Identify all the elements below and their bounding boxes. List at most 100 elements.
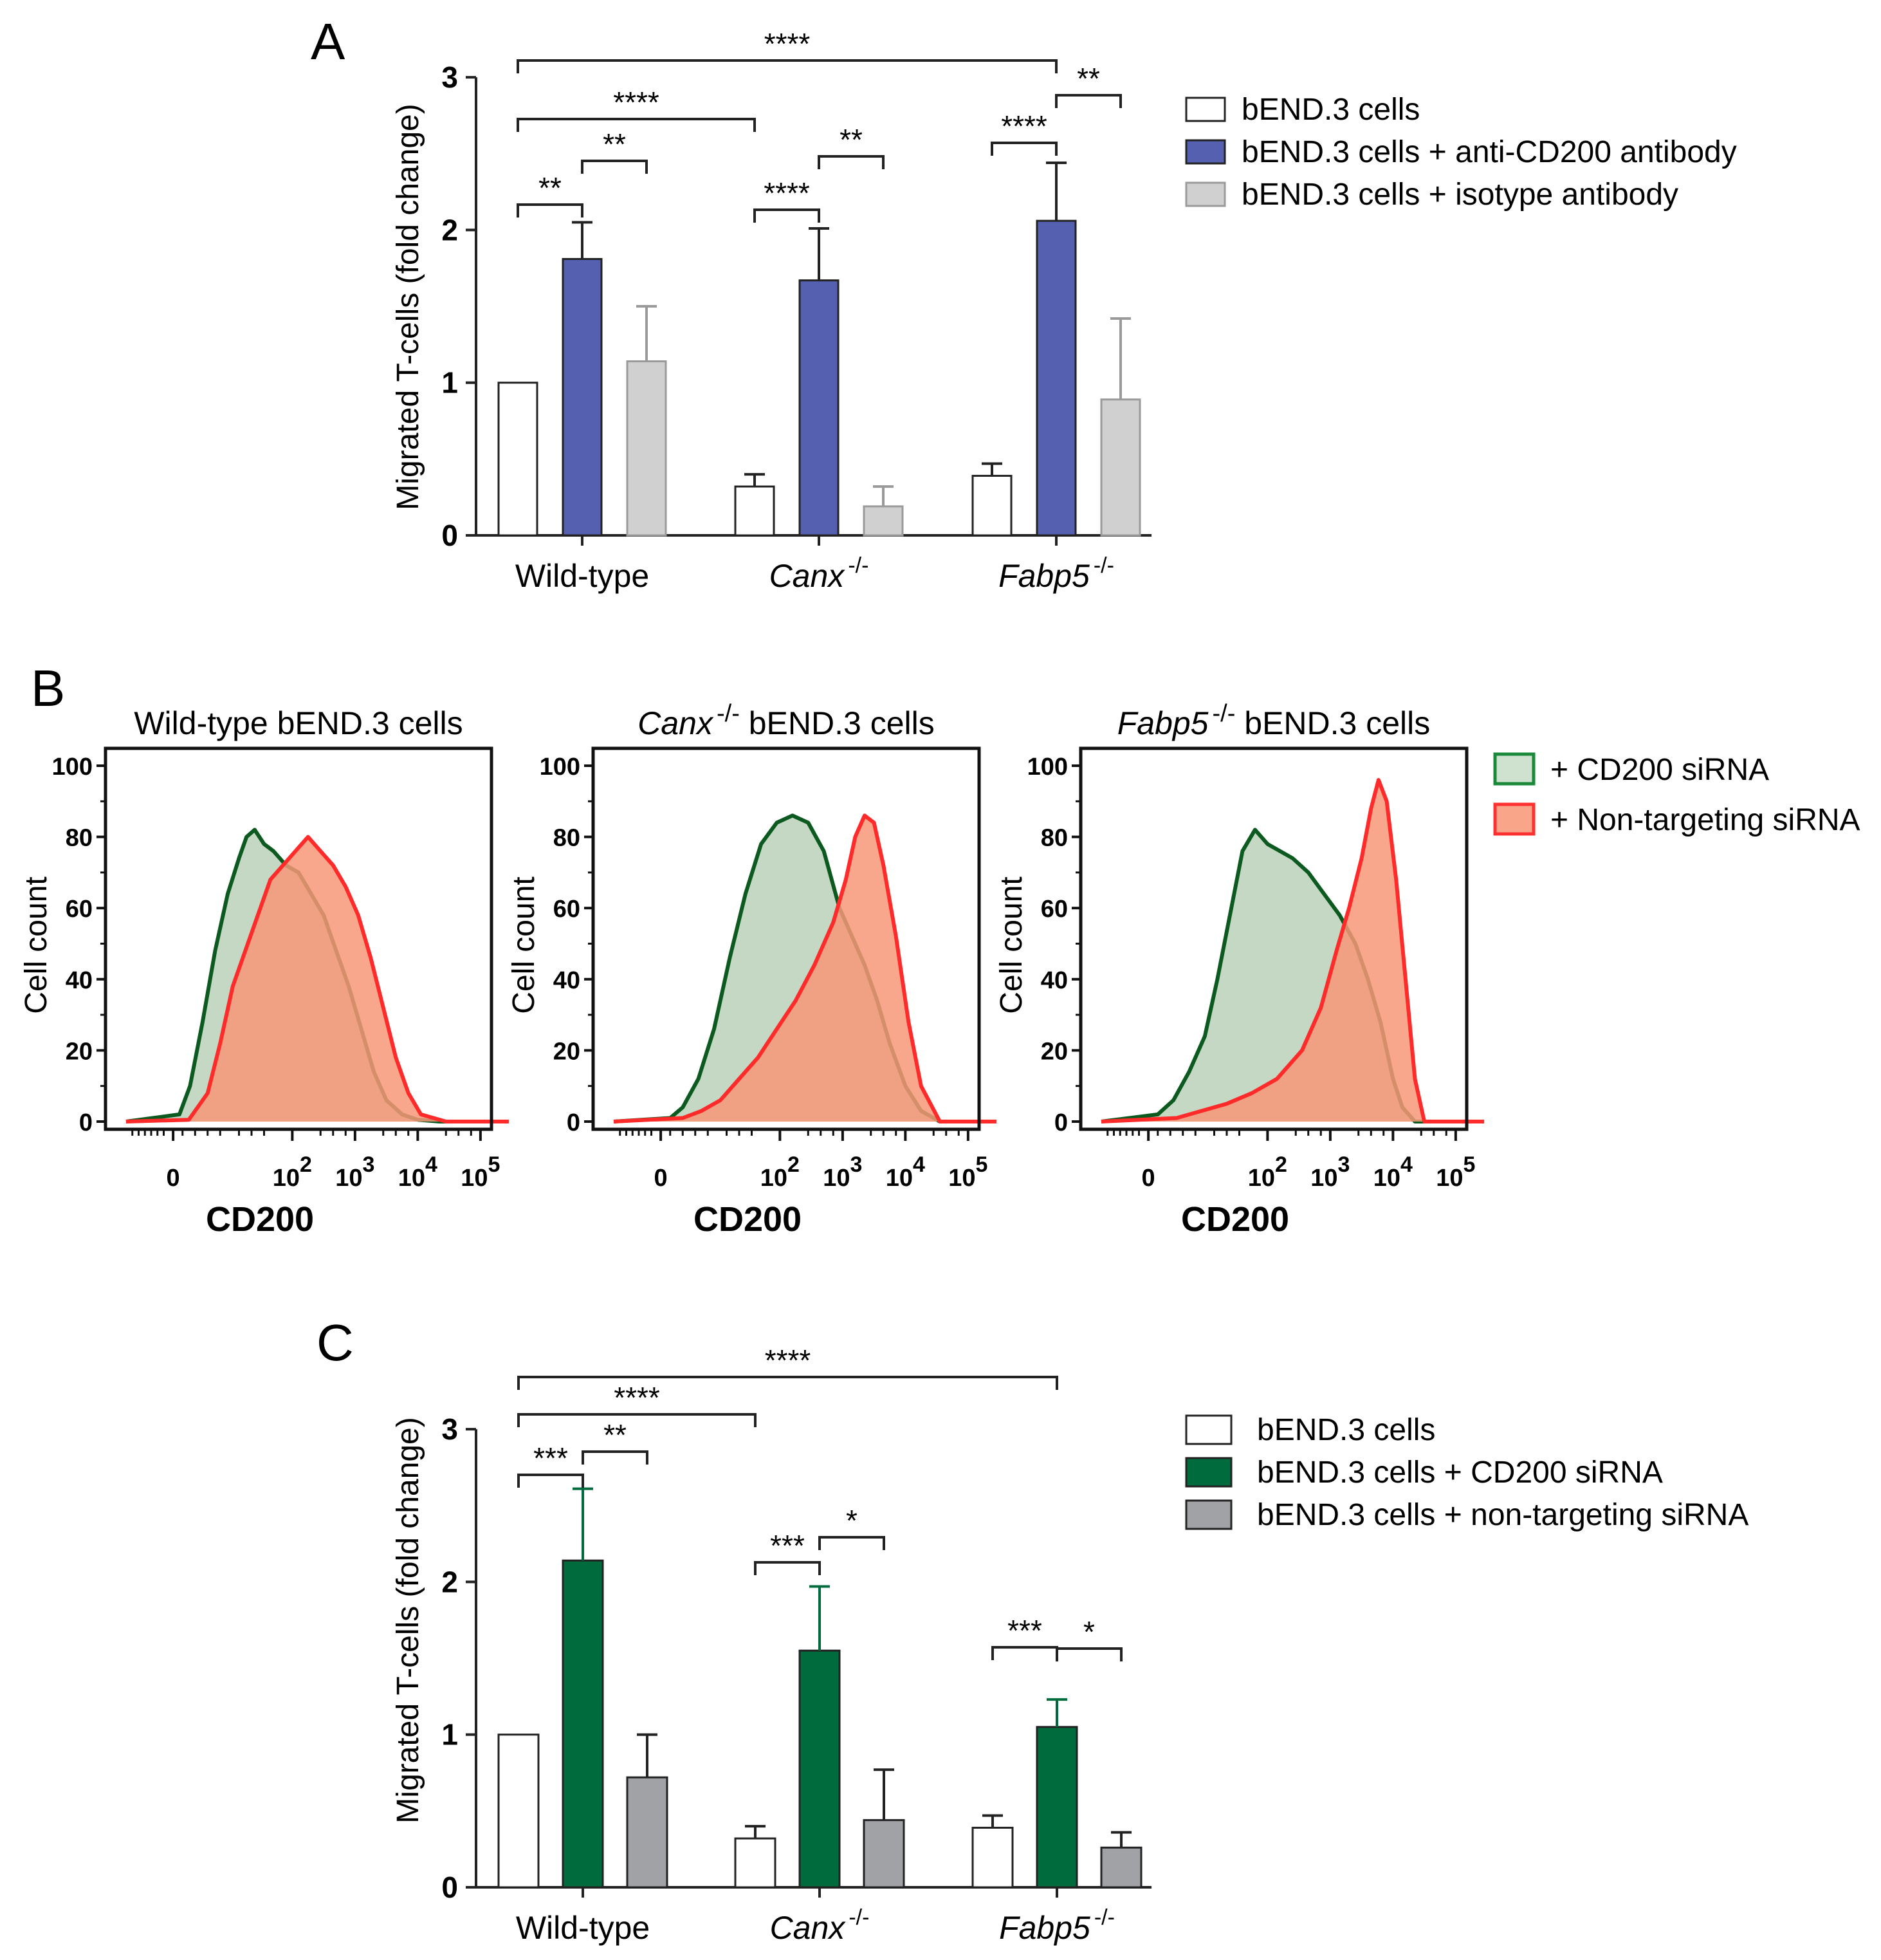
panel-a-bar — [562, 257, 603, 537]
panel-c-significance-label: **** — [614, 1381, 660, 1414]
histogram-3-y-tick-label: 40 — [1041, 967, 1068, 994]
panel-c-significance-label: *** — [770, 1529, 805, 1562]
panel-c-x-tick-label: Fabp5 -/- — [999, 1905, 1115, 1946]
panel-c-significance-bracket — [517, 1474, 584, 1488]
histogram-2-y-tick-label: 20 — [553, 1038, 580, 1065]
histogram-2-y-tick-label: 80 — [553, 825, 580, 852]
panel-a-significance-bracket — [753, 208, 820, 223]
legend-c-swatch-gray — [1185, 1499, 1233, 1530]
panel-a-significance-bracket — [818, 155, 885, 169]
histogram-3-x-tick-label: 103 — [1310, 1152, 1350, 1192]
panel-c-x-tick-label: Canx -/- — [770, 1905, 870, 1946]
histogram-3-x-tick-label: 105 — [1436, 1152, 1475, 1192]
panel-a-y-tick-label: 2 — [441, 213, 458, 246]
histogram-3-x-tick-label: 0 — [1142, 1165, 1155, 1192]
histogram-3-y-tick-label: 60 — [1041, 896, 1068, 923]
legend-a-label-gray: bEND.3 cells + isotype antibody — [1242, 178, 1678, 212]
panel-c-significance-label: * — [846, 1504, 858, 1537]
panel-a-significance-bracket — [517, 118, 756, 132]
legend-b-swatch-red — [1493, 802, 1536, 836]
panel-a-bar — [497, 382, 538, 537]
histogram-1-non-targeting-curve-fill — [126, 837, 509, 1122]
panel-c-y-tick-label: 3 — [441, 1412, 458, 1446]
histogram-2-y-tick-label: 0 — [567, 1109, 580, 1136]
histogram-1-frame — [104, 746, 493, 1131]
histogram-1-x-tick-label: 104 — [398, 1152, 437, 1192]
panel-a-significance-label: ** — [603, 127, 626, 161]
panel-c-bar — [1036, 1726, 1078, 1889]
panel-c-significance-bracket — [1056, 1647, 1123, 1661]
histogram-3-y-tick-label: 80 — [1041, 825, 1068, 852]
histogram-2-y-tick-label: 60 — [553, 896, 580, 923]
histogram-1-x-axis-title: CD200 — [206, 1200, 314, 1239]
panel-a-significance-bracket — [517, 203, 583, 217]
panel-a-bar — [863, 505, 904, 537]
legend-c-label-green: bEND.3 cells + CD200 siRNA — [1257, 1456, 1663, 1490]
panel-a-significance-label: **** — [764, 176, 810, 210]
histogram-2-x-tick-label: 0 — [654, 1165, 668, 1192]
panel-c-y-tick-label: 1 — [441, 1718, 458, 1752]
panel-c-significance-label: *** — [1007, 1614, 1042, 1647]
histogram-1-y-tick-label: 0 — [79, 1109, 93, 1136]
panel-c-bar — [734, 1837, 776, 1889]
panel-c-bar — [971, 1826, 1014, 1889]
panel-a-significance-bracket — [1055, 94, 1122, 108]
panel-c-significance-label: * — [1083, 1615, 1095, 1649]
panel-a-bar — [1036, 219, 1077, 537]
legend-a-label-blue: bEND.3 cells + anti-CD200 antibody — [1242, 135, 1737, 169]
histogram-3-non-targeting-curve-line — [1101, 778, 1484, 1123]
histogram-3-y-axis-title: Cell count — [995, 876, 1029, 1013]
panel-a-significance-label: ** — [1077, 62, 1100, 95]
histogram-1-title: Wild-type bEND.3 cells — [134, 705, 463, 741]
panel-c-bar — [798, 1649, 841, 1889]
histogram-2-x-tick-label: 105 — [948, 1152, 987, 1192]
panel-c-y-tick-label: 2 — [441, 1565, 458, 1598]
panel-a-significance-bracket — [991, 142, 1058, 156]
panel-b-legend: + CD200 siRNA + Non-targeting siRNA — [1493, 752, 1860, 837]
histogram-1-x-tick-label: 102 — [273, 1152, 312, 1192]
panel-a-significance-bracket — [517, 59, 1058, 73]
histogram-1-y-tick-label: 60 — [66, 896, 93, 923]
panel-a-significance-label: **** — [613, 86, 659, 119]
histogram-3-x-axis-title: CD200 — [1181, 1200, 1289, 1239]
panel-c-significance-label: ** — [603, 1418, 627, 1452]
histogram-1-non-targeting-curve-line — [125, 835, 509, 1123]
histogram-2-y-tick-label: 40 — [553, 967, 580, 994]
panel-c-significance-bracket — [818, 1536, 885, 1550]
histogram-1-y-tick-label: 40 — [66, 967, 93, 994]
histogram-2-frame — [591, 746, 981, 1131]
panel-c-y-tick-label: 0 — [441, 1871, 458, 1904]
panel-label-c: C — [317, 1314, 354, 1371]
panel-a-bar — [626, 360, 667, 537]
panel-c-y-axis-title: Migrated T-cells (fold change) — [391, 1417, 425, 1823]
panel-a-bar — [734, 485, 775, 537]
panel-a-significance-label: **** — [764, 27, 811, 60]
panel-c-bar — [863, 1819, 905, 1889]
legend-b-label-red: + Non-targeting siRNA — [1550, 803, 1860, 837]
histogram-3-y-tick-label: 100 — [1027, 753, 1068, 781]
panel-c-significance-bracket — [517, 1376, 1058, 1390]
panel-a-bar — [1100, 398, 1141, 537]
histogram-1-x-tick-label: 103 — [335, 1152, 374, 1192]
histogram-2-title: Canx -/- bEND.3 cells — [638, 700, 935, 741]
panel-c-significance-label: *** — [533, 1441, 568, 1475]
legend-b-swatch-green — [1493, 752, 1536, 786]
histogram-3-y-tick-label: 20 — [1041, 1038, 1068, 1065]
histogram-2-non-targeting-curve-fill — [614, 815, 996, 1122]
legend-c-swatch-green — [1185, 1457, 1233, 1488]
panel-c-significance-bracket — [582, 1450, 648, 1465]
histogram-3-frame — [1079, 746, 1469, 1131]
histogram-1-y-tick-label: 20 — [66, 1038, 93, 1065]
histogram-1-y-tick-label: 80 — [66, 825, 93, 852]
legend-b-label-green: + CD200 siRNA — [1550, 753, 1769, 787]
panel-a-significance-bracket — [581, 160, 648, 174]
panel-a-x-tick-label: Fabp5 -/- — [998, 553, 1114, 594]
histogram-3-cd200-sirna-curve-fill — [1101, 829, 1484, 1122]
panel-c-bar-chart: Migrated T-cells (fold change) 0 1 2 3 Wild-… — [391, 1344, 1152, 1946]
panel-a-y-axis-title: Migrated T-cells (fold change) — [391, 104, 425, 510]
panel-a-bar-chart: Migrated T-cells (fold change) 0 1 2 3 Wild-… — [391, 27, 1152, 594]
panel-c-significance-label: **** — [765, 1344, 811, 1377]
panel-c-bar — [562, 1559, 604, 1889]
panel-a-significance-label: ** — [840, 123, 863, 156]
